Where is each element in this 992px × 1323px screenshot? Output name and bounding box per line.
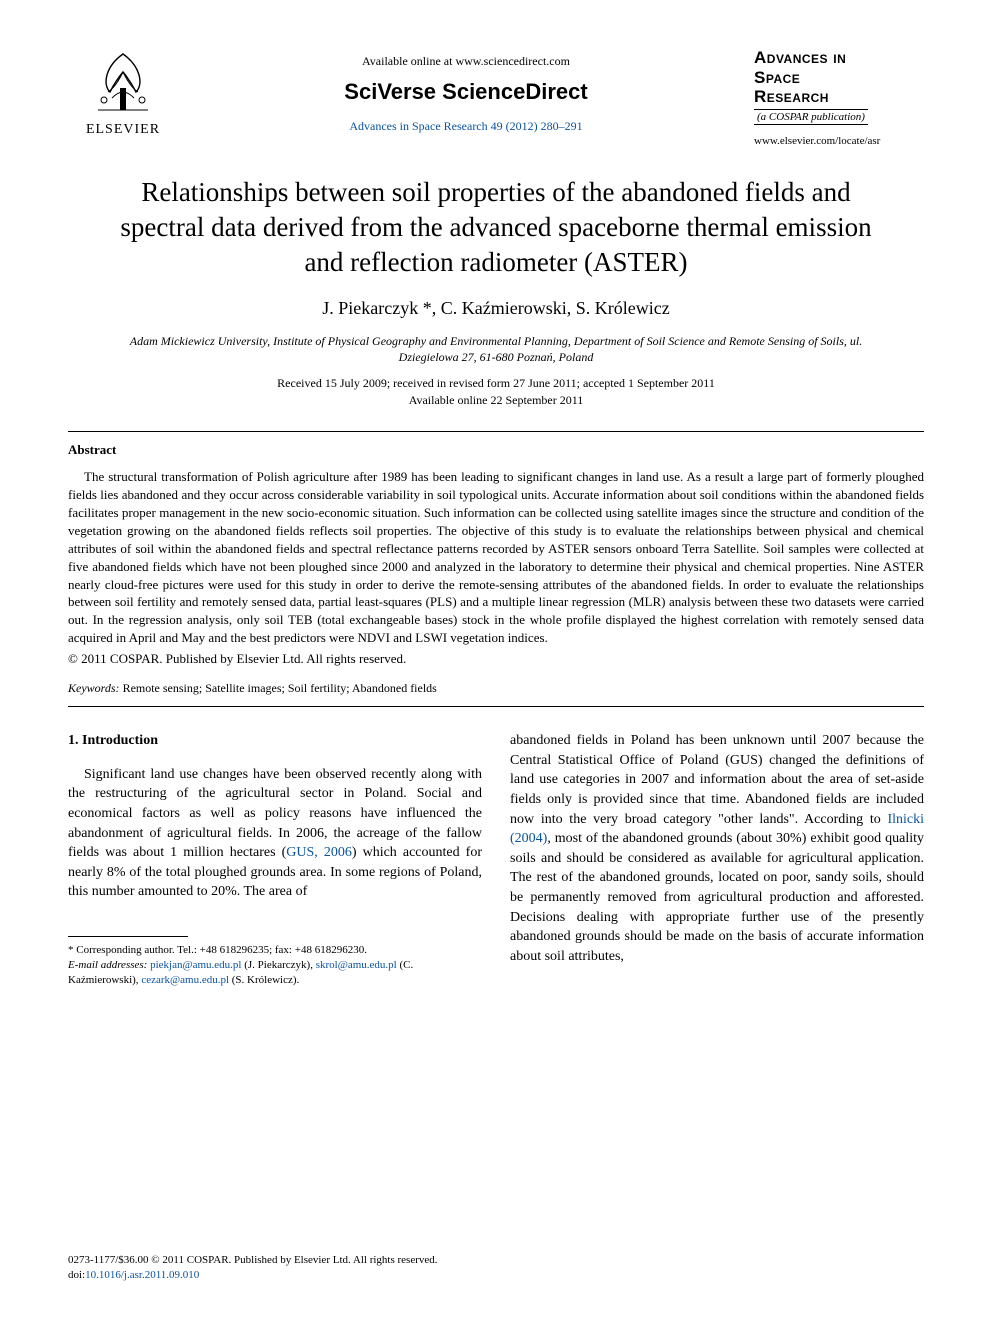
elsevier-tree-icon [88,48,158,118]
platform-name: SciVerse ScienceDirect [178,79,754,105]
doi-value[interactable]: 10.1016/j.asr.2011.09.010 [85,1269,199,1281]
intro-paragraph-1: Significant land use changes have been o… [68,765,482,902]
divider-bottom [68,706,924,707]
elsevier-logo-block: ELSEVIER [68,48,178,138]
cospar-subtitle: (a COSPAR publication) [754,109,868,125]
corresponding-author-footnote: * Corresponding author. Tel.: +48 618296… [68,943,482,988]
email-label: E-mail addresses: [68,959,147,971]
intro-paragraph-1-cont: abandoned fields in Poland has been unkn… [510,731,924,966]
asr-logo-line2: Space [754,68,924,88]
author-list: J. Piekarczyk *, C. Kaźmierowski, S. Kró… [68,298,924,319]
affiliation: Adam Mickiewicz University, Institute of… [108,333,884,365]
asr-logo-line3: Research [754,87,924,107]
keywords-label: Keywords: [68,681,120,695]
divider-top [68,431,924,432]
issn-line: 0273-1177/$36.00 © 2011 COSPAR. Publishe… [68,1253,438,1268]
body-columns: 1. Introduction Significant land use cha… [68,731,924,987]
column-right: abandoned fields in Poland has been unkn… [510,731,924,987]
paper-title: Relationships between soil properties of… [98,175,894,280]
paper-header: ELSEVIER Available online at www.science… [68,48,924,147]
email-1[interactable]: piekjan@amu.edu.pl [150,959,241,971]
email-2[interactable]: skrol@amu.edu.pl [316,959,397,971]
footnote-corr: * Corresponding author. Tel.: +48 618296… [68,943,482,958]
email-1-name: (J. Piekarczyk), [241,959,315,971]
available-online-text: Available online at www.sciencedirect.co… [178,54,754,69]
asr-logo-line1: Advances in [754,48,924,68]
elsevier-label: ELSEVIER [86,122,160,138]
email-3-name: (S. Królewicz). [229,974,299,986]
email-3[interactable]: cezark@amu.edu.pl [141,974,229,986]
footnote-divider [68,936,188,937]
page-footer: 0273-1177/$36.00 © 2011 COSPAR. Publishe… [68,1253,438,1283]
dates-received: Received 15 July 2009; received in revis… [68,375,924,392]
citation-gus2006[interactable]: GUS, 2006 [286,845,352,860]
abstract-body: The structural transformation of Polish … [68,468,924,647]
dates-online: Available online 22 September 2011 [68,392,924,409]
authors-text: J. Piekarczyk *, C. Kaźmierowski, S. Kró… [322,298,669,318]
col2-pre: abandoned fields in Poland has been unkn… [510,733,924,826]
keywords-value: Remote sensing; Satellite images; Soil f… [120,681,437,695]
header-center: Available online at www.sciencedirect.co… [178,48,754,134]
footnote-emails: E-mail addresses: piekjan@amu.edu.pl (J.… [68,958,482,988]
copyright-line: © 2011 COSPAR. Published by Elsevier Ltd… [68,651,924,667]
keywords-line: Keywords: Remote sensing; Satellite imag… [68,681,924,696]
article-dates: Received 15 July 2009; received in revis… [68,375,924,409]
doi-label: doi: [68,1269,85,1281]
abstract-heading: Abstract [68,442,924,458]
journal-logo-block: Advances in Space Research (a COSPAR pub… [754,48,924,147]
introduction-heading: 1. Introduction [68,731,482,751]
column-left: 1. Introduction Significant land use cha… [68,731,482,987]
col2-post: , most of the abandoned grounds (about 3… [510,831,924,964]
journal-reference[interactable]: Advances in Space Research 49 (2012) 280… [178,119,754,134]
locate-url[interactable]: www.elsevier.com/locate/asr [754,135,924,147]
doi-line: doi:10.1016/j.asr.2011.09.010 [68,1268,438,1283]
